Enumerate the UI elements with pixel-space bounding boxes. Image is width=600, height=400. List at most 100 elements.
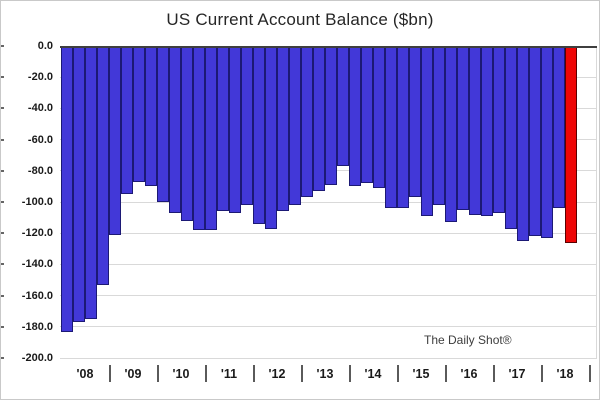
- bar-2012-Q4: [289, 46, 301, 206]
- bar-2011-Q1: [205, 46, 217, 231]
- x-tick-separator: [492, 365, 495, 382]
- x-tick-separator: [396, 365, 399, 382]
- plot-area: [60, 46, 597, 359]
- x-tick-separator: [540, 365, 543, 382]
- x-tick-separator: [444, 365, 447, 382]
- y-tick-mark: [1, 138, 4, 141]
- bar-2013-Q4: [337, 46, 349, 167]
- x-tick-label: '10: [172, 367, 190, 381]
- y-tick-mark: [1, 232, 4, 235]
- bar-2013-Q1: [301, 46, 313, 198]
- gridline: [60, 295, 597, 297]
- bar-2016-Q4: [481, 46, 493, 216]
- x-tick-separator: [348, 365, 351, 382]
- y-tick-label: -20.0: [27, 71, 53, 84]
- bar-2013-Q3: [325, 46, 337, 185]
- bar-2014-Q2: [361, 46, 373, 184]
- zero-axis-line: [60, 46, 597, 48]
- bar-2017-Q1: [493, 46, 505, 213]
- x-tick-label: '11: [220, 367, 238, 381]
- plot-right-border: [596, 46, 597, 358]
- bar-2010-Q2: [169, 46, 181, 213]
- bar-2015-Q2: [409, 46, 421, 198]
- x-tick-label: '08: [76, 367, 94, 381]
- x-tick-label: '16: [460, 367, 478, 381]
- x-tick-separator: [300, 365, 303, 382]
- x-tick-label: '17: [508, 367, 526, 381]
- y-tick-label: -80.0: [27, 164, 53, 177]
- bar-2012-Q1: [253, 46, 265, 224]
- gridline: [60, 232, 597, 234]
- y-tick-label: -160.0: [21, 289, 53, 302]
- x-tick-separator: [204, 365, 207, 382]
- y-tick-label: -40.0: [27, 102, 53, 115]
- watermark: The Daily Shot®: [424, 333, 512, 347]
- y-tick-mark: [1, 357, 4, 359]
- y-tick-mark: [1, 263, 4, 266]
- x-tick-label: '13: [316, 367, 334, 381]
- bar-2009-Q2: [121, 46, 133, 195]
- y-tick-mark: [1, 76, 4, 79]
- bar-2009-Q4: [145, 46, 157, 187]
- y-tick-label: -120.0: [21, 227, 53, 240]
- y-tick-label: 0.0: [37, 40, 53, 52]
- bar-2008-Q4: [97, 46, 109, 285]
- bar-2009-Q3: [133, 46, 145, 182]
- bar-2011-Q2: [217, 46, 229, 212]
- x-tick-label: '09: [124, 367, 142, 381]
- x-tick-separator: [156, 365, 159, 382]
- bar-2008-Q3: [85, 46, 97, 319]
- bar-2012-Q2: [265, 46, 277, 229]
- y-tick-mark: [1, 45, 4, 47]
- y-tick-mark: [1, 294, 4, 297]
- bar-2016-Q1: [445, 46, 457, 223]
- chart-title: US Current Account Balance ($bn): [166, 10, 434, 29]
- bar-2008-Q2: [73, 46, 85, 323]
- bar-2015-Q3: [421, 46, 433, 216]
- bar-2010-Q3: [181, 46, 193, 221]
- bar-2009-Q1: [109, 46, 121, 235]
- y-tick-label: -180.0: [21, 320, 53, 333]
- bar-2011-Q4: [241, 46, 253, 206]
- x-tick-label: '12: [268, 367, 286, 381]
- bar-2018-Q1: [541, 46, 553, 238]
- x-tick-separator: [108, 365, 111, 382]
- bar-2011-Q3: [229, 46, 241, 213]
- bar-2014-Q4: [385, 46, 397, 209]
- y-tick-label: -100.0: [21, 196, 53, 208]
- bar-2015-Q4: [433, 46, 445, 206]
- y-tick-label: -140.0: [21, 258, 53, 271]
- y-tick-label: -60.0: [27, 133, 53, 146]
- y-tick-mark: [1, 107, 4, 110]
- bar-2017-Q2: [505, 46, 517, 229]
- bar-2014-Q1: [349, 46, 361, 187]
- x-tick-label: '15: [412, 367, 430, 381]
- x-tick-label: '14: [364, 367, 382, 381]
- y-tick-mark: [1, 169, 4, 172]
- x-tick-label: '18: [556, 367, 574, 381]
- bar-2010-Q4: [193, 46, 205, 231]
- bar-2017-Q3: [517, 46, 529, 241]
- bar-2017-Q4: [529, 46, 541, 237]
- bar-2015-Q1: [397, 46, 409, 209]
- bar-2018-Q3: [565, 46, 577, 243]
- bar-2014-Q3: [373, 46, 385, 188]
- y-tick-mark: [1, 325, 4, 328]
- bar-2010-Q1: [157, 46, 169, 202]
- y-tick-label: -200.0: [21, 352, 53, 364]
- gridline: [60, 326, 597, 328]
- gridline: [60, 357, 597, 359]
- x-tick-separator: [588, 365, 591, 382]
- bar-2012-Q3: [277, 46, 289, 212]
- gridline: [60, 201, 597, 203]
- bar-2013-Q2: [313, 46, 325, 192]
- y-tick-mark: [1, 201, 4, 203]
- bar-2016-Q2: [457, 46, 469, 210]
- x-tick-separator: [252, 365, 255, 382]
- gridline: [60, 263, 597, 265]
- bar-2018-Q2: [553, 46, 565, 209]
- bar-2016-Q3: [469, 46, 481, 215]
